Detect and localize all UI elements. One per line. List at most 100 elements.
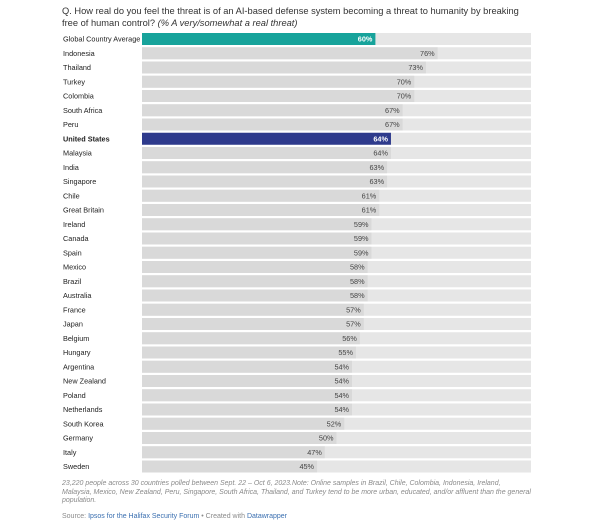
category-label: Hungary — [63, 348, 91, 357]
bar — [142, 346, 356, 359]
bar — [142, 389, 353, 402]
category-label: India — [63, 163, 80, 172]
bar — [142, 246, 372, 259]
bar-row: Japan 57% — [63, 318, 531, 330]
source-link[interactable]: Ipsos for the Halifax Security Forum — [88, 513, 200, 520]
bar-row: Brazil 58% — [63, 275, 531, 288]
category-label: Italy — [63, 448, 77, 457]
value-label: 63% — [369, 163, 384, 172]
bar — [142, 47, 438, 60]
value-label: 63% — [369, 177, 384, 186]
category-label: Turkey — [63, 77, 85, 86]
value-label: 58% — [350, 277, 365, 286]
bar-row: Singapore 63% — [63, 175, 531, 188]
value-label: 76% — [420, 49, 435, 58]
chart-frame: Q. How real do you feel the threat is of… — [54, 0, 602, 528]
footnote: 23,220 people across 30 countries polled… — [62, 480, 531, 505]
question-text: Q. How real do you feel the threat is of… — [62, 6, 532, 29]
bar — [142, 403, 353, 416]
category-label: Ireland — [63, 220, 85, 229]
bar-row: Ireland 59% — [63, 218, 531, 231]
value-label: 58% — [350, 263, 365, 272]
value-label: 64% — [373, 149, 388, 158]
value-label: 54% — [334, 362, 349, 371]
category-label: Spain — [63, 248, 82, 257]
bar — [142, 147, 391, 159]
bar-row: France 57% — [63, 303, 531, 316]
bar — [142, 104, 403, 117]
bar-row: Spain 59% — [63, 246, 531, 259]
bar-row: Mexico 58% — [63, 261, 531, 273]
bar-row: United States 64% — [63, 132, 531, 145]
bar — [142, 417, 345, 430]
bar-row: Sweden 45% — [63, 460, 531, 473]
value-label: 54% — [334, 405, 349, 414]
category-label: South Korea — [63, 419, 105, 428]
category-label: Belgium — [63, 334, 89, 343]
value-label: 61% — [362, 191, 377, 200]
bar-row: Colombia 70% — [63, 90, 531, 102]
value-label: 70% — [397, 92, 412, 101]
bar-row: India 63% — [63, 161, 531, 174]
bar — [142, 460, 318, 473]
bar — [142, 33, 376, 45]
value-label: 57% — [346, 305, 361, 314]
bar — [142, 232, 372, 245]
bar-row: Hungary 55% — [63, 346, 531, 359]
bar — [142, 75, 415, 88]
bar-row: New Zealand 54% — [63, 375, 531, 387]
bar-row: Global Country Average 60% — [63, 33, 531, 45]
bar — [142, 218, 372, 231]
bar-row: Poland 54% — [63, 389, 531, 402]
bar — [142, 261, 368, 273]
bar-chart: Global Country Average 60% Indonesia 76% Tha… — [63, 33, 531, 473]
category-label: Singapore — [63, 177, 96, 186]
value-label: 56% — [342, 334, 357, 343]
category-label: Peru — [63, 120, 78, 129]
bar-row: Italy 47% — [63, 446, 531, 459]
bar — [142, 189, 380, 202]
category-label: Australia — [63, 291, 92, 300]
bar — [142, 175, 388, 188]
bar-row: Chile 61% — [63, 189, 531, 202]
value-label: 59% — [354, 248, 369, 257]
bar — [142, 161, 388, 174]
value-label: 70% — [397, 77, 412, 86]
value-label: 54% — [334, 377, 349, 386]
category-label: Mexico — [63, 263, 86, 272]
bar-row: South Africa 67% — [63, 104, 531, 117]
bar — [142, 275, 368, 288]
value-label: 59% — [354, 220, 369, 229]
bar — [142, 61, 426, 74]
bar-row: Australia 58% — [63, 289, 531, 302]
value-label: 58% — [350, 291, 365, 300]
source-prefix: Source: — [62, 513, 89, 520]
bar — [142, 303, 364, 316]
category-label: Malaysia — [63, 149, 93, 158]
category-label: Argentina — [63, 362, 95, 371]
category-label: Great Britain — [63, 206, 104, 215]
datawrapper-link[interactable]: Datawrapper — [246, 513, 288, 520]
category-label: Canada — [63, 234, 90, 243]
bar — [142, 318, 364, 330]
category-label: Indonesia — [63, 49, 96, 58]
category-label: Sweden — [63, 462, 89, 471]
bar — [142, 332, 360, 345]
bar-row: Turkey 70% — [63, 75, 531, 88]
bar — [142, 289, 368, 302]
source-line: Source: Ipsos for the Halifax Security F… — [62, 513, 532, 520]
bar-row: Netherlands 54% — [63, 403, 531, 416]
category-label: Brazil — [63, 277, 82, 286]
category-label: United States — [63, 134, 110, 143]
value-label: 55% — [338, 348, 353, 357]
source-middle: • Created with — [199, 513, 247, 520]
category-label: Chile — [63, 191, 80, 200]
bar-row: Germany 50% — [63, 432, 531, 444]
value-label: 57% — [346, 320, 361, 329]
value-label: 54% — [334, 391, 349, 400]
category-label: France — [63, 305, 86, 314]
value-label: 60% — [358, 35, 373, 44]
question-main: Q. How real do you feel the threat is of… — [62, 6, 519, 28]
value-label: 52% — [327, 419, 342, 428]
bar-row: Argentina 54% — [63, 360, 531, 373]
